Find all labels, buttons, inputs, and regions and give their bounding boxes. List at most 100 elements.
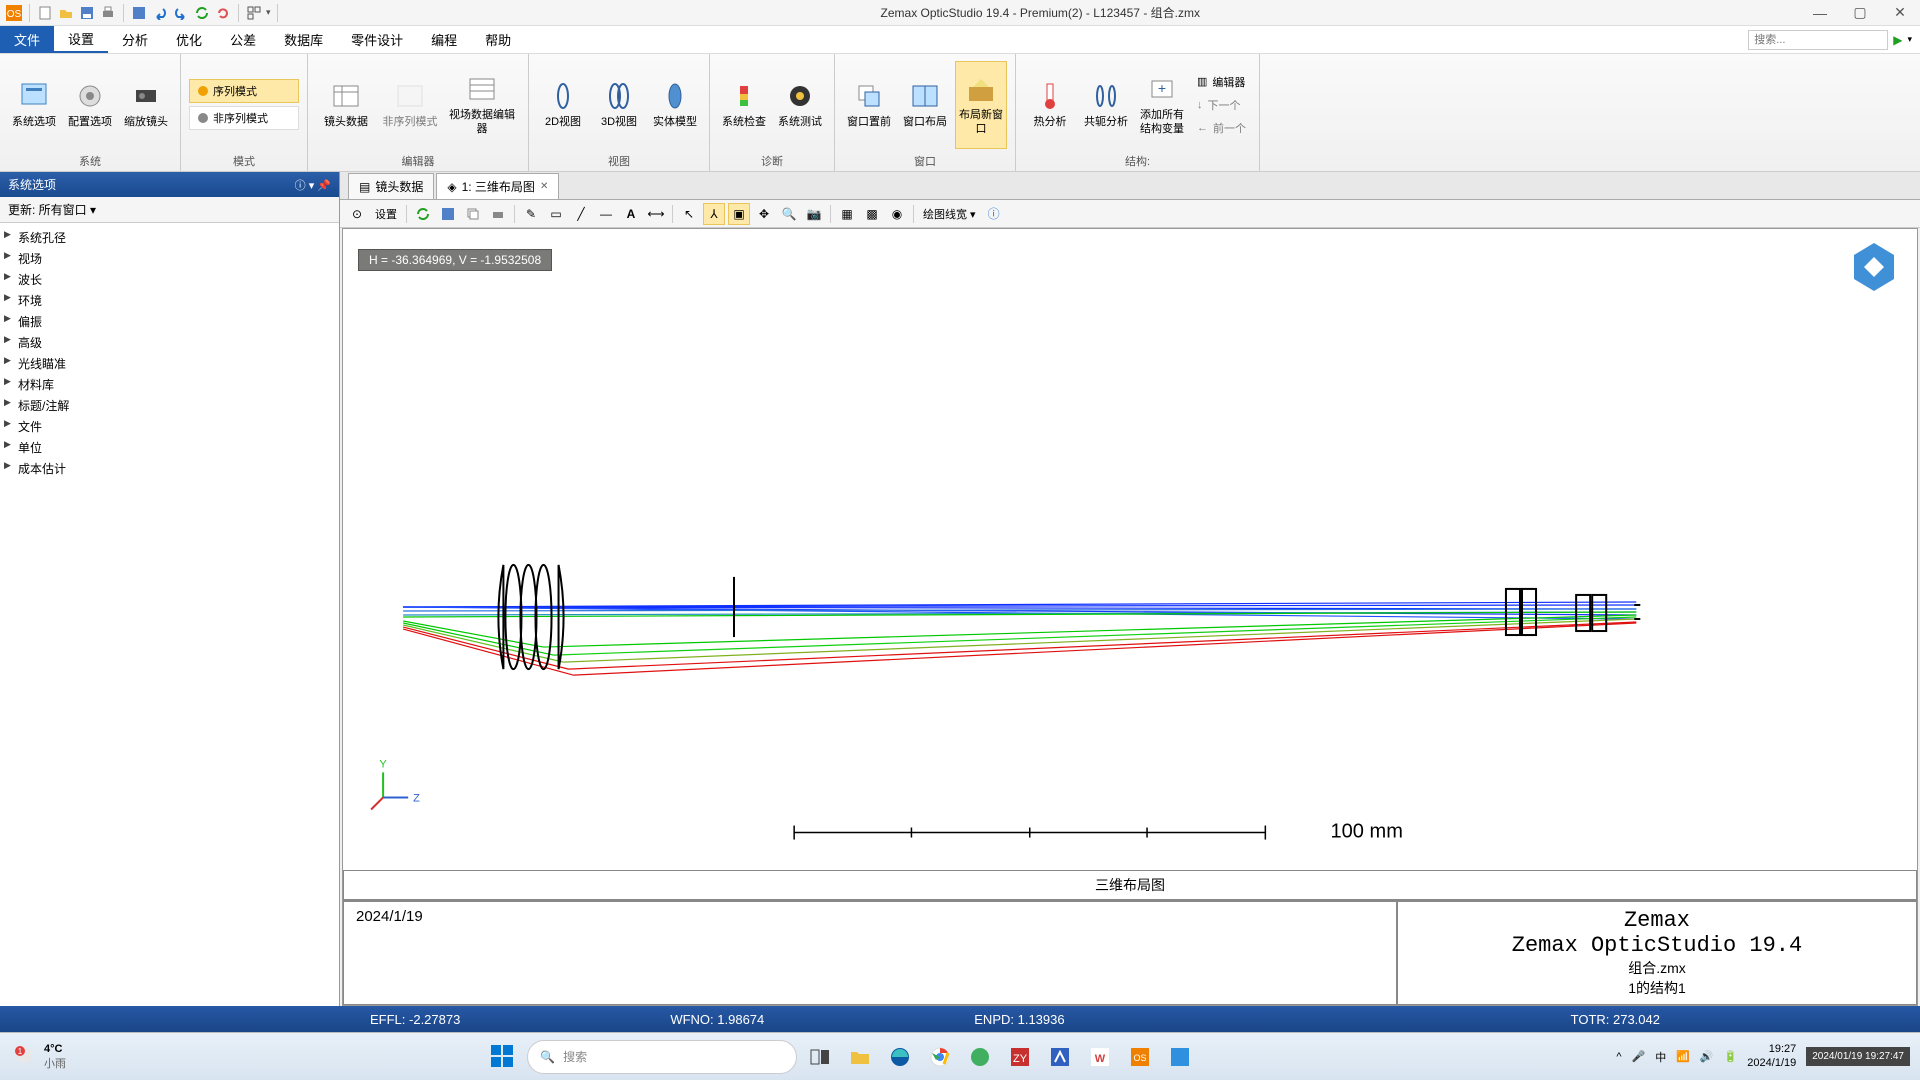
- tray-chevron-icon[interactable]: ^: [1616, 1051, 1621, 1063]
- select-rect-icon[interactable]: ▣: [728, 203, 750, 225]
- pencil-icon[interactable]: ✎: [520, 203, 542, 225]
- tab-lens-data[interactable]: ▤ 镜头数据: [348, 173, 434, 199]
- search-input[interactable]: [1748, 30, 1888, 50]
- conjugate-button[interactable]: 共轭分析: [1080, 61, 1132, 149]
- tree-node[interactable]: 标题/注解: [0, 395, 339, 416]
- system-check-button[interactable]: 系统检查: [718, 61, 770, 149]
- start-button[interactable]: [485, 1039, 521, 1075]
- measure-icon[interactable]: ⟷: [645, 203, 667, 225]
- tree-node[interactable]: 系统孔径: [0, 227, 339, 248]
- layout-icon[interactable]: [245, 4, 263, 22]
- tree-node[interactable]: 文件: [0, 416, 339, 437]
- lens-data-button[interactable]: 镜头数据: [316, 61, 376, 149]
- taskbar-search[interactable]: 🔍 搜索: [527, 1040, 797, 1074]
- text-icon[interactable]: A: [620, 203, 642, 225]
- linewidth-dropdown[interactable]: 绘图线宽 ▾: [919, 206, 980, 222]
- tray-volume-icon[interactable]: 🔊: [1700, 1050, 1714, 1063]
- help-icon[interactable]: ⓘ ▾ 📌: [295, 177, 331, 193]
- stop-icon[interactable]: ◉: [886, 203, 908, 225]
- window-layout-button[interactable]: 窗口布局: [899, 61, 951, 149]
- layout-newwindow-button[interactable]: 布局新窗口: [955, 61, 1007, 149]
- menu-setup[interactable]: 设置: [54, 26, 108, 53]
- taskview-icon[interactable]: [803, 1040, 837, 1074]
- refresh2-icon[interactable]: [214, 4, 232, 22]
- update-dropdown[interactable]: 更新: 所有窗口 ▾: [0, 197, 339, 223]
- menu-file[interactable]: 文件: [0, 26, 54, 53]
- menu-optimize[interactable]: 优化: [162, 26, 216, 53]
- tree-node[interactable]: 材料库: [0, 374, 339, 395]
- settings-button[interactable]: 设置: [371, 206, 401, 222]
- line-icon[interactable]: ╱: [570, 203, 592, 225]
- tray-clock[interactable]: 19:27 2024/1/19: [1747, 1043, 1796, 1069]
- view-2d-button[interactable]: 2D视图: [537, 61, 589, 149]
- zoom-icon[interactable]: 🔍: [778, 203, 800, 225]
- config-options-button[interactable]: 配置选项: [64, 61, 116, 149]
- save-icon[interactable]: [437, 203, 459, 225]
- print-icon[interactable]: [99, 4, 117, 22]
- sequential-mode-button[interactable]: 序列模式: [189, 79, 299, 103]
- app4-icon[interactable]: [1163, 1040, 1197, 1074]
- menu-help[interactable]: 帮助: [471, 26, 525, 53]
- weather-widget[interactable]: 1 4°C 小雨: [10, 1043, 66, 1071]
- edge-icon[interactable]: [883, 1040, 917, 1074]
- explorer-icon[interactable]: [843, 1040, 877, 1074]
- tray-mic-icon[interactable]: 🎤: [1631, 1050, 1645, 1063]
- collapse-icon[interactable]: ⊙: [346, 203, 368, 225]
- tree-node[interactable]: 光线瞄准: [0, 353, 339, 374]
- viewport-3d-layout[interactable]: H = -36.364969, V = -1.9532508: [342, 228, 1918, 1006]
- grid2-icon[interactable]: ▩: [861, 203, 883, 225]
- wps-icon[interactable]: W: [1083, 1040, 1117, 1074]
- search-menu-icon[interactable]: ▾: [1907, 34, 1912, 45]
- hline-icon[interactable]: —: [595, 203, 617, 225]
- chrome-icon[interactable]: [923, 1040, 957, 1074]
- tree-node[interactable]: 偏振: [0, 311, 339, 332]
- search-go-icon[interactable]: ▶: [1893, 33, 1902, 47]
- menu-libraries[interactable]: 数据库: [270, 26, 337, 53]
- prev-button[interactable]: ←前一个: [1192, 118, 1251, 138]
- copy-icon[interactable]: [462, 203, 484, 225]
- cursor-icon[interactable]: ↖: [678, 203, 700, 225]
- toolbar-help-icon[interactable]: ⓘ: [983, 203, 1005, 225]
- refresh-icon[interactable]: [193, 4, 211, 22]
- save-icon[interactable]: [78, 4, 96, 22]
- view-3d-button[interactable]: 3D视图: [593, 61, 645, 149]
- tray-wifi-icon[interactable]: 📶: [1676, 1050, 1690, 1063]
- solid-model-button[interactable]: 实体模型: [649, 61, 701, 149]
- tree-node[interactable]: 高级: [0, 332, 339, 353]
- open-icon[interactable]: [57, 4, 75, 22]
- save2-icon[interactable]: [130, 4, 148, 22]
- app3-icon[interactable]: [1043, 1040, 1077, 1074]
- tree-node[interactable]: 环境: [0, 290, 339, 311]
- editor-link-button[interactable]: ▥编辑器: [1192, 72, 1251, 92]
- tray-ime-icon[interactable]: 中: [1655, 1049, 1666, 1065]
- tree-node[interactable]: 视场: [0, 248, 339, 269]
- app2-icon[interactable]: ZY: [1003, 1040, 1037, 1074]
- menu-analyze[interactable]: 分析: [108, 26, 162, 53]
- scale-lens-button[interactable]: 缩放镜头: [120, 61, 172, 149]
- app1-icon[interactable]: [963, 1040, 997, 1074]
- thermal-button[interactable]: 热分析: [1024, 61, 1076, 149]
- tree-node[interactable]: 波长: [0, 269, 339, 290]
- nonsequential-mode-button[interactable]: 非序列模式: [189, 106, 299, 130]
- tree-node[interactable]: 单位: [0, 437, 339, 458]
- print-icon[interactable]: [487, 203, 509, 225]
- system-options-button[interactable]: 系统选项: [8, 61, 60, 149]
- new-icon[interactable]: [36, 4, 54, 22]
- minimize-button[interactable]: —: [1800, 0, 1840, 26]
- menu-programming[interactable]: 编程: [417, 26, 471, 53]
- redo-icon[interactable]: [172, 4, 190, 22]
- qat-dropdown-icon[interactable]: ▾: [266, 7, 271, 18]
- close-button[interactable]: ✕: [1880, 0, 1920, 26]
- camera-icon[interactable]: 📷: [803, 203, 825, 225]
- tray-battery-icon[interactable]: 🔋: [1724, 1050, 1738, 1063]
- axis-icon[interactable]: ⅄: [703, 203, 725, 225]
- tree-node[interactable]: 成本估计: [0, 458, 339, 479]
- field-editor-button[interactable]: 视场数据编辑器: [444, 61, 520, 149]
- rect-icon[interactable]: ▭: [545, 203, 567, 225]
- move-icon[interactable]: ✥: [753, 203, 775, 225]
- menu-tolerance[interactable]: 公差: [216, 26, 270, 53]
- window-front-button[interactable]: 窗口置前: [843, 61, 895, 149]
- next-button[interactable]: ↓下一个: [1192, 95, 1251, 115]
- maximize-button[interactable]: ▢: [1840, 0, 1880, 26]
- opticstudio-taskbar-icon[interactable]: OS: [1123, 1040, 1157, 1074]
